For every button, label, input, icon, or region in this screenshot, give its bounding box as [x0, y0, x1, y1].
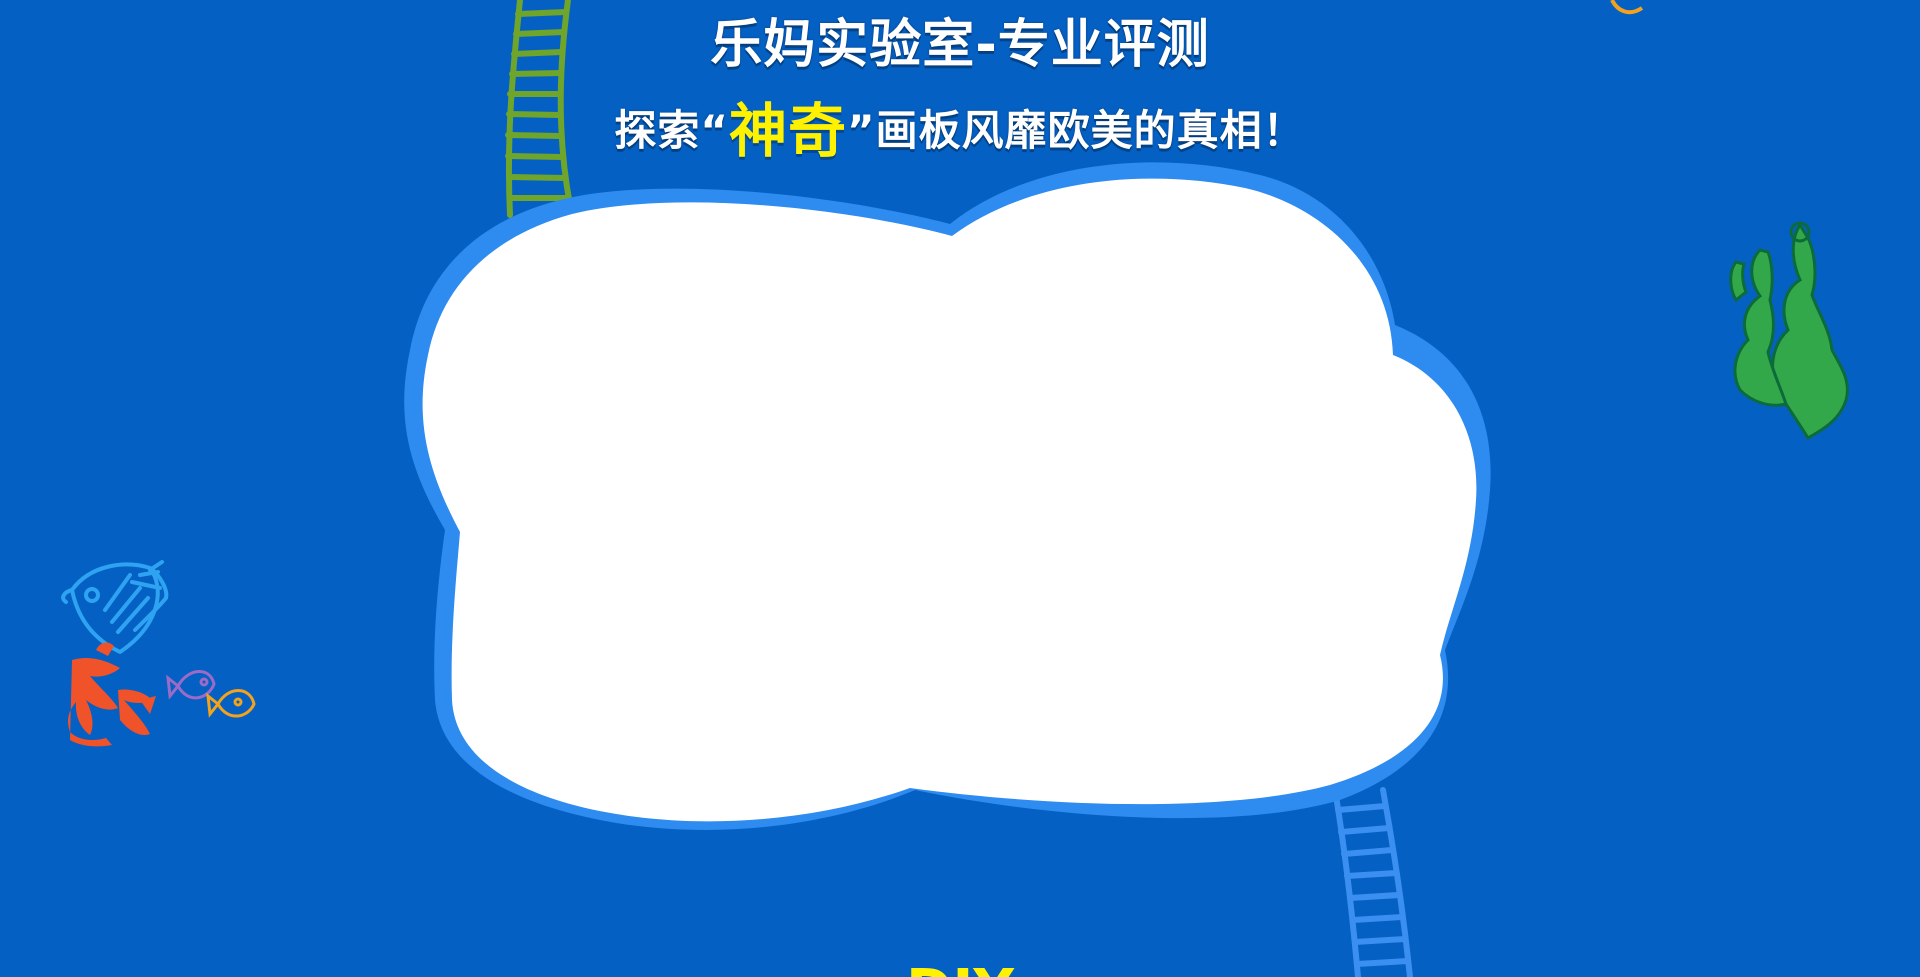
ladder-icon: [1332, 787, 1413, 977]
subtitle-prefix: 探索“: [614, 106, 729, 155]
subtitle-suffix: ”画板风靡欧美的真相！: [847, 106, 1306, 155]
fish-icon: [61, 560, 169, 654]
seaweed-icon: [1729, 221, 1849, 441]
cloud-frame: [404, 162, 1491, 830]
fish-icon: [1610, 0, 1644, 15]
footer-heading-partial: DIY: [0, 958, 1920, 977]
page-title: 乐妈实验室-专业评测: [710, 15, 1210, 75]
fish-icon: [206, 689, 256, 718]
ladder-icon: [505, 0, 573, 218]
page-subtitle: 探索“神奇”画板风靡欧美的真相！: [0, 84, 1920, 168]
coral-icon: [68, 642, 156, 747]
subtitle-highlight: 神奇: [728, 97, 847, 165]
fish-icon: [166, 670, 216, 700]
